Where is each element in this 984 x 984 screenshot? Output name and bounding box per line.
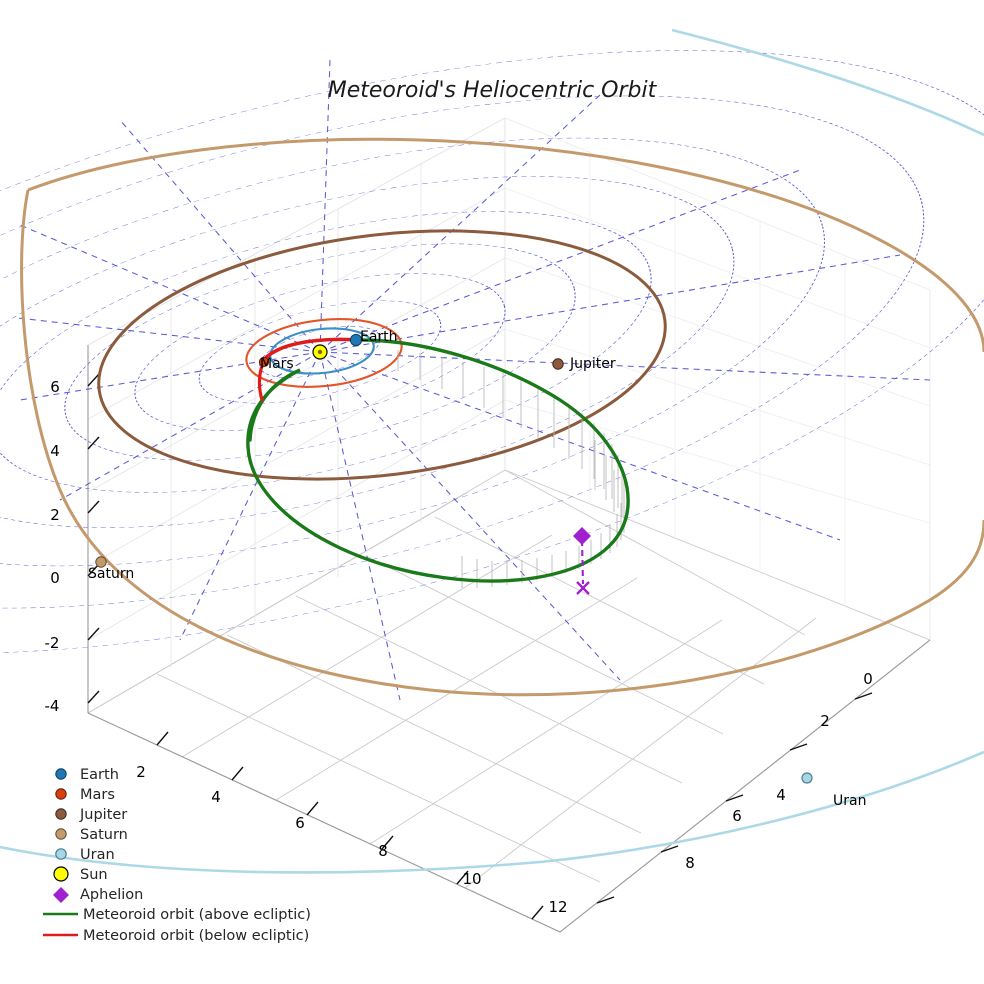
x-tick-label-2: 6: [295, 814, 305, 832]
y-tick-label-0: 0: [863, 670, 873, 688]
legend-label-below-ecliptic: Meteoroid orbit (below ecliptic): [83, 928, 309, 944]
aphelion-projection-x-icon: [576, 581, 590, 595]
x-tick-label-1: 4: [211, 788, 221, 806]
z-tick-label-2: 2: [50, 506, 60, 524]
x-tick-label-4: 10: [462, 870, 481, 888]
legend-label-uranus: Uran: [80, 847, 115, 863]
legend-label-earth: Earth: [80, 767, 119, 783]
saturn-orbit: [20, 137, 984, 697]
y-axis-spine: [559, 639, 931, 933]
y-tick-label-4: 8: [685, 854, 695, 872]
legend-marker-mars: [55, 788, 67, 800]
legend-marker-aphelion: [53, 887, 69, 903]
y-tick-label-2: 4: [776, 786, 786, 804]
z-tick-label-0: 6: [50, 378, 60, 396]
legend-marker-sun: [53, 866, 69, 882]
legend-label-jupiter: Jupiter: [79, 807, 127, 823]
label-uranus: Uran: [833, 793, 866, 809]
meteoroid-orbit-above: [246, 338, 630, 583]
jupiter-orbit: [97, 229, 667, 481]
aphelion-dropline: [580, 539, 585, 585]
z-tick-label-3: 0: [50, 569, 60, 587]
saturn-marker: [95, 556, 107, 568]
legend: Earth Mars Jupiter Saturn Uran Sun Aphel…: [43, 767, 311, 944]
z-tick-label-4: -2: [45, 634, 60, 652]
x-tick-label-5: 12: [548, 898, 567, 916]
jupiter-marker: [552, 358, 564, 370]
legend-marker-earth: [55, 768, 67, 780]
z-tick-label-5: -4: [45, 697, 60, 715]
legend-marker-jupiter: [55, 808, 67, 820]
uranus-marker: [801, 772, 813, 784]
uranus-orbit: [0, 28, 984, 874]
legend-label-sun: Sun: [80, 867, 108, 883]
label-mars: Mars: [260, 356, 294, 372]
mars-marker: [258, 356, 270, 368]
label-saturn: Saturn: [88, 566, 134, 582]
sun-marker: [312, 344, 328, 360]
x-axis-ticks: [156, 731, 544, 920]
axes-box-grid: [87, 117, 931, 933]
z-tick-label-1: 4: [50, 442, 60, 460]
legend-marker-saturn: [55, 828, 67, 840]
earth-marker: [349, 333, 363, 347]
z-axis-ticks: [87, 373, 100, 704]
x-tick-label-0: 2: [136, 763, 146, 781]
legend-label-mars: Mars: [80, 787, 115, 803]
mars-orbit: [245, 318, 403, 388]
legend-label-above-ecliptic: Meteoroid orbit (above ecliptic): [83, 907, 311, 923]
y-axis-ticks: [596, 692, 873, 904]
legend-marker-uranus: [55, 848, 67, 860]
label-jupiter: Jupiter: [569, 356, 616, 372]
page-title: Meteoroid's Heliocentric Orbit: [328, 78, 658, 103]
aphelion-marker: [573, 527, 591, 545]
y-tick-label-1: 2: [820, 712, 830, 730]
earth-orbit: [269, 327, 375, 375]
y-tick-label-3: 6: [732, 807, 742, 825]
legend-label-saturn: Saturn: [80, 827, 128, 843]
legend-label-aphelion: Aphelion: [80, 887, 143, 903]
label-earth: Earth: [360, 329, 398, 345]
x-tick-label-3: 8: [378, 842, 388, 860]
x-axis-spine: [87, 712, 561, 933]
